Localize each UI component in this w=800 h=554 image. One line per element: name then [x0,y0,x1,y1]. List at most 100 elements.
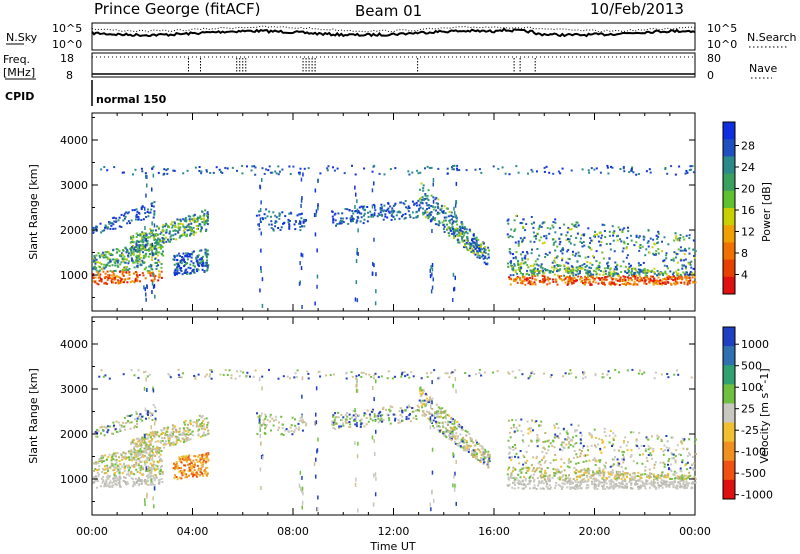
echo-mark [178,272,181,275]
echo-mark [472,251,475,253]
echo-mark [118,460,121,463]
echo-mark [484,251,487,254]
echo-streak [429,268,431,273]
echo-streak [153,223,156,228]
echo-mark [250,169,253,172]
echo-mark [115,430,118,433]
echo-mark [204,457,207,460]
echo-mark [581,242,583,244]
echo-mark [298,171,301,174]
echo-mark [153,473,156,476]
echo-mark [332,421,335,424]
echo-mark [665,252,668,255]
echo-mark [191,270,194,273]
echo-mark [568,238,571,241]
echo-streak [431,285,434,290]
echo-mark [679,478,682,481]
echo-mark [128,459,131,461]
echo-mark [551,266,553,269]
echo-mark [334,219,337,222]
echo-mark [437,406,440,409]
echo-mark [134,246,137,249]
echo-streak [300,266,303,271]
echo-mark [667,278,670,280]
echo-streak [300,252,302,257]
echo-mark [379,208,382,211]
echo-mark [150,265,153,268]
echo-mark [98,473,100,476]
echo-mark [110,224,113,227]
echo-mark [461,239,464,242]
echo-mark [576,279,578,282]
echo-mark [513,263,516,266]
echo-mark [94,280,97,283]
echo-mark [577,224,580,227]
echo-mark [204,209,207,212]
echo-mark [509,264,512,267]
echo-mark [674,232,677,235]
echo-mark [394,202,397,205]
echo-mark [264,413,267,416]
echo-mark [573,277,576,279]
echo-mark [643,282,646,285]
echo-mark [138,249,141,252]
y-tick-label: 3000 [60,179,88,192]
echo-mark [508,278,511,281]
echo-mark [203,219,206,222]
echo-streak [354,185,356,190]
echo-mark [199,423,202,426]
echo-mark [144,172,147,175]
echo-mark [123,258,126,261]
echo-mark [197,420,199,423]
echo-mark [133,454,136,457]
echo-mark [435,420,437,423]
echo-mark [420,182,423,185]
echo-mark [128,274,131,276]
echo-mark [95,258,98,261]
echo-mark [220,170,222,173]
echo-mark [133,446,136,449]
echo-mark [204,454,206,457]
echo-mark [94,468,97,471]
echo-mark [516,482,519,484]
echo-mark [645,170,648,173]
echo-mark [545,485,548,488]
echo-mark [112,217,115,219]
echo-mark [442,228,445,231]
echo-mark [544,269,547,272]
echo-mark [271,171,274,174]
echo-mark [122,455,125,458]
echo-mark [366,206,369,208]
echo-mark [138,274,141,276]
echo-mark [538,480,541,483]
echo-mark [530,271,533,274]
echo-mark [167,426,170,429]
echo-mark [108,274,111,277]
echo-mark [529,269,532,272]
echo-mark [543,275,546,278]
echo-mark [148,457,150,460]
echo-mark [586,475,589,478]
echo-mark [424,193,427,195]
echo-mark [145,266,148,269]
echo-mark [645,282,648,285]
echo-mark [474,452,477,455]
echo-mark [350,215,353,218]
echo-mark [195,425,198,428]
echo-mark [192,214,195,217]
echo-mark [635,236,638,238]
echo-mark [589,284,592,286]
echo-mark [472,244,475,247]
echo-mark [200,257,203,260]
echo-mark [147,208,149,211]
echo-mark [184,218,186,221]
echo-mark [199,425,202,428]
echo-mark [523,275,526,278]
echo-mark [540,470,543,473]
echo-mark [107,261,110,264]
echo-mark [543,475,546,478]
echo-mark [270,227,273,229]
echo-mark [586,261,589,263]
echo-mark [157,259,160,262]
echo-mark [399,407,402,410]
